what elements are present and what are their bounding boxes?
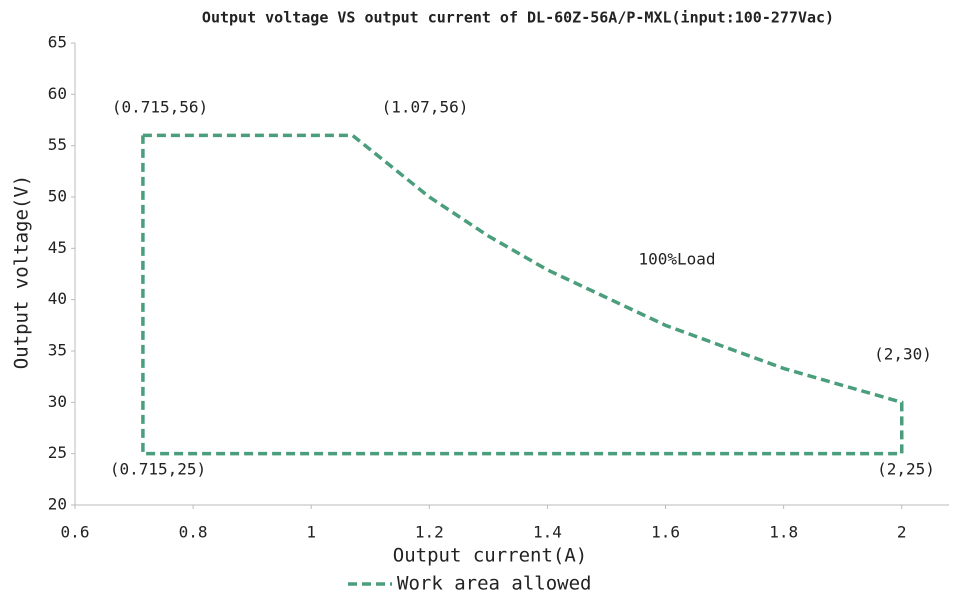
x-tick-label: 1 (306, 523, 316, 542)
x-tick-label: 1.4 (533, 523, 562, 542)
annotation: (0.715,56) (112, 98, 208, 117)
annotation: (1.07,56) (382, 98, 469, 117)
y-tick-label: 20 (48, 495, 67, 514)
x-tick-label: 1.8 (769, 523, 798, 542)
series-line (141, 133, 904, 456)
y-tick-label: 25 (48, 443, 67, 462)
y-axis-label: Output voltage(V) (11, 175, 33, 369)
x-tick-label: 2 (897, 523, 907, 542)
annotation: (0.715,25) (110, 460, 206, 479)
annotation: (2,25) (877, 460, 935, 479)
y-tick-label: 55 (48, 135, 67, 154)
y-tick-label: 45 (48, 238, 67, 257)
legend-label: Work area allowed (397, 573, 591, 595)
y-tick-label: 60 (48, 84, 67, 103)
x-tick-label: 0.8 (179, 523, 208, 542)
chart-title: Output voltage VS output current of DL-6… (202, 9, 834, 27)
y-tick-label: 50 (48, 187, 67, 206)
annotation: (2,30) (874, 345, 932, 364)
y-tick-label: 30 (48, 392, 67, 411)
y-tick-label: 65 (48, 33, 67, 52)
y-tick-label: 40 (48, 289, 67, 308)
x-tick-label: 0.6 (61, 523, 90, 542)
annotation: 100%Load (638, 250, 715, 269)
x-tick-label: 1.2 (415, 523, 444, 542)
x-axis-label: Output current(A) (393, 545, 587, 567)
y-tick-label: 35 (48, 341, 67, 360)
x-tick-label: 1.6 (651, 523, 680, 542)
